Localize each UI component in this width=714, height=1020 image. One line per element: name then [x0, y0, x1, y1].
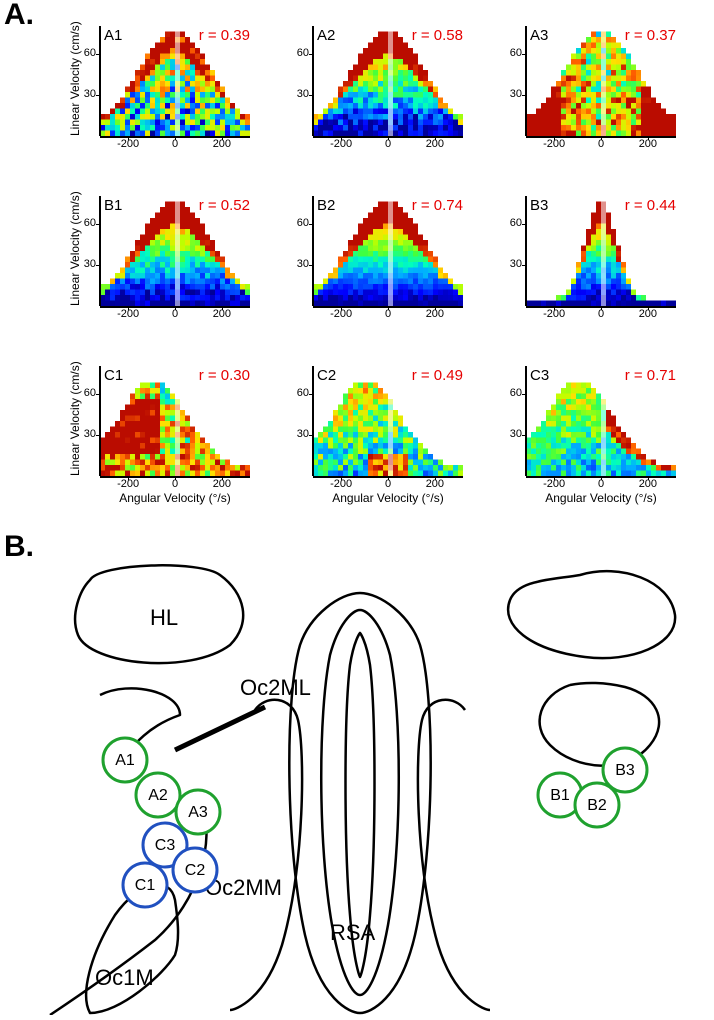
cell-id-label: B2 [317, 197, 335, 214]
svg-text:B3: B3 [615, 762, 635, 779]
cell-id-label: C3 [530, 367, 549, 384]
anatomy-label-Oc1M: Oc1M [95, 965, 154, 990]
r-value-label: r = 0.37 [625, 27, 676, 44]
r-value-label: r = 0.44 [625, 197, 676, 214]
site-circle-B3: B3 [603, 748, 647, 792]
r-value-label: r = 0.49 [412, 367, 463, 384]
site-circle-A1: A1 [103, 738, 147, 782]
svg-text:A2: A2 [148, 787, 168, 804]
heatmap-cell-A1: -20002003060Linear Velocity (cm/s)A1r = … [62, 20, 275, 190]
leader-line [175, 707, 265, 750]
svg-text:C3: C3 [155, 837, 176, 854]
heatmap-cell-A3: -20002003060A3r = 0.37 [488, 20, 701, 190]
heatmap-cell-B2: -20002003060B2r = 0.74 [275, 190, 488, 360]
anatomy-outline [418, 700, 490, 1010]
panel-a-label: A. [4, 0, 34, 32]
y-axis-label: Linear Velocity (cm/s) [68, 361, 82, 476]
site-circle-C1: C1 [123, 863, 167, 907]
y-axis-label: Linear Velocity (cm/s) [68, 191, 82, 306]
anatomy-outline [508, 571, 675, 658]
r-value-label: r = 0.71 [625, 367, 676, 384]
x-axis-label: Angular Velocity (°/s) [313, 491, 463, 505]
panel-b-anatomy: HLOc2MLOc2MMRSAOc1MA1A2A3C3C2C1B1B2B3 [30, 545, 690, 1015]
r-value-label: r = 0.30 [199, 367, 250, 384]
heatmap-cell-A2: -20002003060A2r = 0.58 [275, 20, 488, 190]
svg-text:B1: B1 [550, 787, 570, 804]
site-circle-A3: A3 [176, 790, 220, 834]
svg-text:B2: B2 [587, 797, 607, 814]
r-value-label: r = 0.39 [199, 27, 250, 44]
heatmap-cell-B1: -20002003060Linear Velocity (cm/s)B1r = … [62, 190, 275, 360]
cell-id-label: C2 [317, 367, 336, 384]
anatomy-label-Oc2ML: Oc2ML [240, 675, 311, 700]
r-value-label: r = 0.58 [412, 27, 463, 44]
svg-text:C1: C1 [135, 877, 156, 894]
cell-id-label: C1 [104, 367, 123, 384]
anatomy-label-HL: HL [150, 605, 178, 630]
site-circle-A2: A2 [136, 773, 180, 817]
heatmap-cell-C1: -20002003060Linear Velocity (cm/s)Angula… [62, 360, 275, 530]
y-axis-label: Linear Velocity (cm/s) [68, 21, 82, 136]
heatmap-cell-C2: -20002003060Angular Velocity (°/s)C2r = … [275, 360, 488, 530]
site-circle-C2: C2 [173, 848, 217, 892]
cell-id-label: B3 [530, 197, 548, 214]
cell-id-label: A2 [317, 27, 335, 44]
cell-id-label: A1 [104, 27, 122, 44]
cell-id-label: B1 [104, 197, 122, 214]
svg-text:A3: A3 [188, 804, 208, 821]
r-value-label: r = 0.52 [199, 197, 250, 214]
r-value-label: r = 0.74 [412, 197, 463, 214]
anatomy-outline [230, 700, 302, 1010]
heatmap-cell-B3: -20002003060B3r = 0.44 [488, 190, 701, 360]
heatmap-cell-C3: -20002003060Angular Velocity (°/s)C3r = … [488, 360, 701, 530]
cell-id-label: A3 [530, 27, 548, 44]
svg-text:A1: A1 [115, 752, 135, 769]
x-axis-label: Angular Velocity (°/s) [100, 491, 250, 505]
anatomy-label-RSA: RSA [330, 920, 376, 945]
panel-a-grid: -20002003060Linear Velocity (cm/s)A1r = … [62, 20, 701, 530]
anatomy-outline [289, 593, 430, 1013]
x-axis-label: Angular Velocity (°/s) [526, 491, 676, 505]
svg-text:C2: C2 [185, 862, 206, 879]
